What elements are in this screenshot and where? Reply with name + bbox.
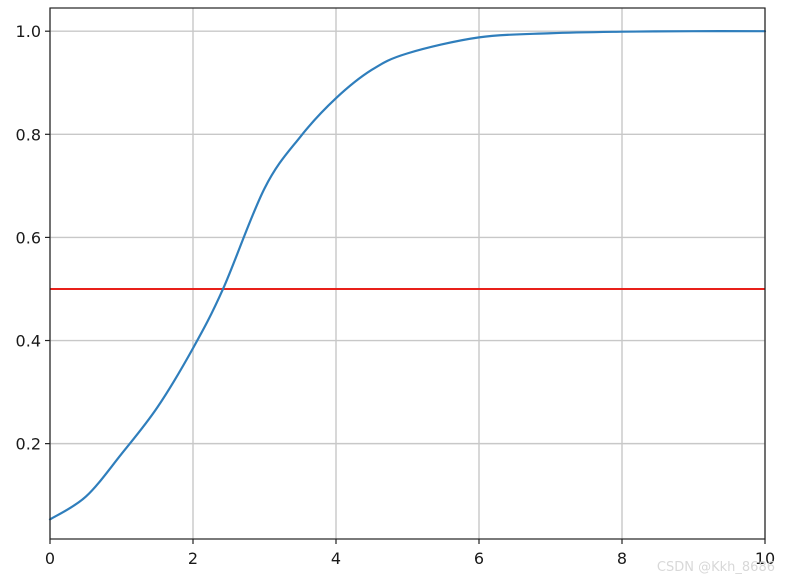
x-tick-label-1: 2 [188,549,198,568]
y-tick-label-1: 0.4 [16,332,41,351]
x-tick-label-4: 8 [617,549,627,568]
plot-frame [49,7,766,540]
x-axis-ticks: 0 2 4 6 8 10 [45,539,775,568]
x-tick-label-0: 0 [45,549,55,568]
watermark-text: CSDN @Kkh_8686 [656,560,775,575]
series-line-0 [48,30,767,521]
x-tick-label-5: 10 [755,549,775,568]
y-tick-label-4: 1.0 [16,22,41,41]
data-series [48,30,767,521]
y-tick-label-0: 0.2 [16,435,41,454]
y-tick-label-2: 0.6 [16,228,41,247]
x-tick-label-2: 4 [331,549,341,568]
y-axis-ticks: 0.2 0.4 0.6 0.8 1.0 [16,22,50,454]
x-tick-label-3: 6 [474,549,484,568]
y-tick-label-3: 0.8 [16,125,41,144]
grid-lines [49,8,766,539]
